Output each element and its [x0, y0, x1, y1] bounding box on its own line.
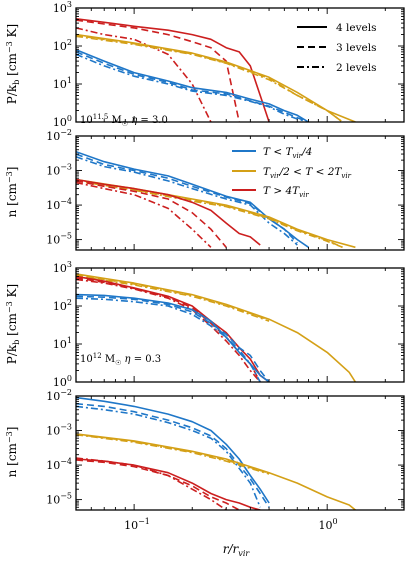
series-hot-3-levels	[76, 277, 261, 382]
y-tick-label: 102	[53, 298, 72, 313]
series-hot-4-levels	[76, 18, 270, 122]
y-tick-label: 10−4	[46, 197, 72, 212]
panel-1-series	[76, 18, 356, 122]
legend-hot-label: T > 4Tvir	[263, 185, 309, 199]
series-warm-3-levels	[76, 179, 343, 249]
y-tick-label: 100	[53, 114, 72, 129]
y-tick-label: 101	[53, 76, 72, 91]
series-cold-4-levels	[76, 48, 309, 122]
legend-4-levels: 4 levels	[336, 22, 376, 34]
series-cold-3-levels	[76, 402, 270, 508]
y-tick-label: 101	[53, 336, 72, 351]
annotation-panel-3: 1012 M☉ η = 0.3	[80, 352, 161, 367]
legend-warm-label: Tvir/2 < T < 2Tvir	[263, 166, 352, 180]
panel-2-frame	[75, 135, 405, 251]
panel-3-series	[76, 273, 357, 382]
y-tick-label: 100	[53, 374, 72, 389]
y-label-panel-4: n [cm−3]	[5, 427, 19, 478]
series-cold-3-levels	[76, 153, 298, 244]
series-warm-2-levels	[76, 275, 270, 322]
series-hot-2-levels	[76, 457, 227, 510]
legend-cold-label: T < Tvir/4	[263, 146, 312, 160]
y-label-panel-3: P/kb [cm−3 K]	[5, 284, 21, 364]
y-tick-label: 10−2	[46, 128, 72, 143]
series-hot-2-levels	[76, 181, 212, 248]
annotation-panel-1: 1011.5 M☉ η = 3.0	[80, 113, 168, 128]
series-hot-3-levels	[76, 19, 240, 122]
y-tick-label: 103	[53, 260, 72, 275]
panel-1-frame	[75, 7, 405, 123]
x-tick-label-0.1: 10−1	[124, 517, 150, 532]
series-cold-2-levels	[76, 405, 261, 508]
y-tick-label: 10−3	[46, 163, 72, 178]
legend-3-levels: 3 levels	[336, 42, 376, 54]
y-label-panel-2: n [cm−3]	[5, 167, 19, 218]
series-warm-3-levels	[76, 34, 343, 122]
x-axis-label: r/rvir	[223, 542, 251, 558]
y-tick-label: 10−2	[46, 388, 72, 403]
y-tick-label: 102	[53, 38, 72, 53]
legend-2-levels: 2 levels	[336, 62, 376, 74]
legend-styles: 4 levels 3 levels 2 levels	[297, 22, 376, 74]
series-warm-3-levels	[76, 274, 270, 321]
series-warm-2-levels	[76, 433, 270, 475]
panel-3: 100 101 102 103	[53, 260, 405, 389]
series-warm-2-levels	[76, 35, 343, 122]
series-cold-2-levels	[76, 297, 261, 382]
series-warm-3-levels	[76, 433, 270, 474]
series-cold-3-levels	[76, 295, 270, 382]
panel-2-series	[76, 150, 356, 249]
panel-4-series	[76, 396, 356, 510]
y-tick-label: 10−5	[46, 492, 72, 507]
y-tick-label: 103	[53, 0, 72, 15]
y-tick-label: 10−5	[46, 232, 72, 247]
panel-2: 10−5 10−4 10−3 10−2	[46, 128, 405, 251]
y-tick-label: 10−3	[46, 423, 72, 438]
series-hot-2-levels	[76, 278, 261, 382]
panel-3-frame	[75, 267, 405, 383]
panel-4: 10−5 10−4 10−3 10−2	[46, 388, 405, 511]
legend-temps: T < Tvir/4 Tvir/2 < T < 2Tvir T > 4Tvir	[232, 146, 352, 199]
y-label-panel-1: P/kb [cm−3 K]	[5, 24, 21, 104]
series-cold-2-levels	[76, 156, 298, 246]
series-cold-2-levels	[76, 53, 309, 122]
series-hot-4-levels	[76, 275, 270, 382]
panel-4-frame	[75, 395, 405, 511]
series-cold-4-levels	[76, 293, 270, 382]
x-tick-label-1: 100	[318, 517, 337, 532]
series-cold-4-levels	[76, 396, 270, 504]
series-hot-4-levels	[76, 458, 261, 510]
series-hot-4-levels	[76, 178, 261, 246]
series-cold-3-levels	[76, 51, 309, 122]
y-tick-label: 10−4	[46, 457, 72, 472]
series-hot-3-levels	[76, 459, 240, 510]
series-hot-3-levels	[76, 180, 227, 248]
